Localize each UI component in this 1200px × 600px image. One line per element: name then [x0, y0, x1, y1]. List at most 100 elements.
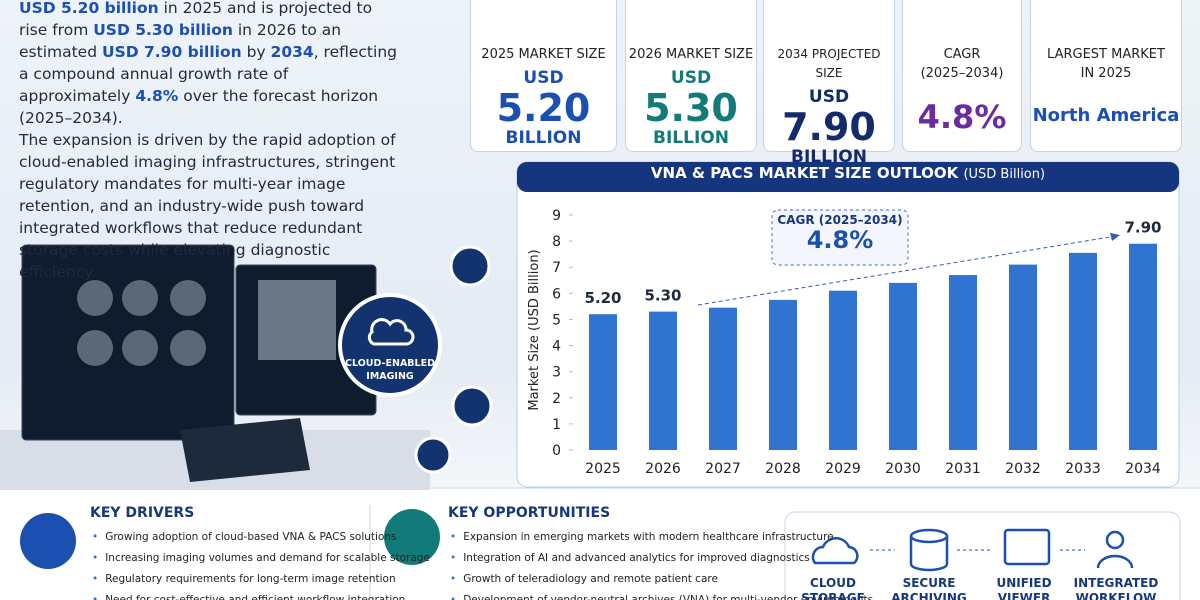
y-tick-label: 0 [552, 443, 561, 459]
drivers-list: Growing adoption of cloud-based VNA & PA… [92, 527, 430, 600]
x-tick-label: 2026 [645, 461, 681, 477]
side-icons [414, 245, 493, 474]
x-tick-label: 2032 [1005, 461, 1041, 477]
bar [1129, 243, 1157, 450]
y-tick-label: 6 [552, 286, 561, 302]
highlight: 4.8% [135, 87, 179, 105]
list-item: Need for cost-effective and efficient wo… [92, 590, 430, 600]
stat-label: 2025 MARKET SIZE [481, 47, 606, 62]
arrow-head [1110, 233, 1120, 241]
step-label: ARCHIVING [891, 591, 967, 600]
section-title: KEY DRIVERS [90, 505, 195, 521]
bar [709, 307, 737, 450]
data-label: 7.90 [1124, 219, 1161, 237]
stat-unit: USD [670, 68, 712, 88]
stat-suffix: BILLION [791, 147, 867, 167]
tablet [180, 418, 310, 482]
x-tick-label: 2034 [1125, 461, 1161, 477]
stat-value: North America [1032, 105, 1180, 126]
stat-value: 4.8% [917, 98, 1007, 136]
data-label: 5.30 [644, 287, 681, 305]
data-label: 5.20 [584, 289, 621, 307]
step-label: WORKFLOW [1075, 591, 1157, 600]
trend-arrow [697, 235, 1117, 306]
bar [769, 299, 797, 450]
opportunities-list: Expansion in emerging markets with moder… [450, 527, 873, 600]
bar [829, 290, 857, 450]
stat-label: 2026 MARKET SIZE [628, 47, 754, 62]
workflow-step: UNIFIED VIEWER [969, 576, 1079, 600]
workflow-step: CLOUD STORAGE [778, 576, 888, 600]
x-tick-label: 2031 [945, 461, 981, 477]
list-item: Increasing imaging volumes and demand fo… [92, 548, 430, 569]
list-item: Growth of teleradiology and remote patie… [450, 569, 873, 590]
stat-label: LARGEST MARKET [1047, 47, 1165, 62]
stat-unit: USD [808, 87, 850, 107]
stat-card: LARGEST MARKET IN 2025 North America [1030, 0, 1182, 152]
stat-card: CAGR (2025–2034) 4.8% [902, 0, 1022, 152]
chart-title-band [517, 162, 1179, 192]
cagr-box [771, 209, 909, 266]
text: in 2025 and is projected to rise from [19, 0, 373, 39]
chart-subtitle: (USD Billion) [963, 167, 1045, 182]
y-tick-label: 8 [552, 234, 561, 250]
bar [589, 314, 617, 450]
section-title: KEY OPPORTUNITIES [448, 505, 611, 521]
intro: USD 5.20 billion in 2025 and is projecte… [19, 0, 399, 283]
text: by [241, 43, 271, 61]
x-tick-label: 2033 [1065, 461, 1101, 477]
stat-label: 2034 PROJECTED SIZE [777, 47, 881, 80]
step-label: VIEWER [997, 591, 1051, 600]
intro-paragraph: USD 5.20 billion in 2025 and is projecte… [19, 0, 399, 129]
list-item: Expansion in emerging markets with moder… [450, 527, 873, 548]
title-text: VNA & PACS MARKET SIZE OUTLOOK [651, 164, 960, 182]
text: in 2026 to an estimated [19, 21, 342, 61]
highlight: USD 5.30 billion [93, 21, 233, 39]
y-tick-label: 1 [552, 417, 561, 433]
bar [889, 282, 917, 450]
highlight: 2034 [270, 43, 314, 61]
xray [258, 280, 336, 360]
x-tick-label: 2028 [765, 461, 801, 477]
stat-label: CAGR [943, 47, 981, 62]
text: over the forecast horizon (2025–2034). [19, 87, 379, 127]
annotation-title: CAGR (2025–2034) [777, 213, 902, 227]
list-item: Growing adoption of cloud-based VNA & PA… [92, 527, 430, 548]
highlight: USD 7.90 billion [101, 43, 242, 61]
badge-label: CLOUD-ENABLED IMAGING [345, 358, 435, 382]
x-tick-label: 2025 [585, 461, 621, 477]
step-label: UNIFIED [996, 576, 1052, 590]
y-tick-label: 2 [552, 391, 561, 407]
y-tick-label: 5 [552, 312, 561, 328]
stat-card: 2034 PROJECTED SIZE USD 7.90 BILLION [763, 0, 895, 167]
bar [949, 275, 977, 450]
bar [649, 311, 677, 450]
text: , reflecting a compound annual growth ra… [19, 43, 397, 105]
x-tick-label: 2027 [705, 461, 741, 477]
stat-suffix: BILLION [653, 128, 729, 148]
bar [1009, 264, 1037, 450]
list-item: Regulatory requirements for long-term im… [92, 569, 430, 590]
scans [77, 280, 206, 366]
annotation-value: 4.8% [807, 226, 874, 254]
y-tick-label: 7 [552, 260, 561, 276]
intro-paragraph: The expansion is driven by the rapid ado… [19, 131, 396, 281]
list-item: Integration of AI and advanced analytics… [450, 548, 873, 569]
y-tick-label: 3 [552, 365, 561, 381]
y-tick-label: 4 [552, 339, 561, 355]
stat-sublabel: (2025–2034) [920, 66, 1004, 81]
y-tick-label: 9 [552, 208, 561, 224]
stat-value: 5.30 [644, 86, 738, 130]
stat-sublabel: IN 2025 [1080, 66, 1132, 81]
x-tick-label: 2029 [825, 461, 861, 477]
list-item: Development of vendor-neutral archives (… [450, 590, 873, 600]
stat-card: 2026 MARKET SIZE USD 5.30 BILLION [625, 0, 757, 152]
stat-value: 7.90 [782, 105, 876, 149]
x-tick-label: 2030 [885, 461, 921, 477]
stat-unit: USD [523, 68, 564, 88]
workflow-step: INTEGRATED WORKFLOW [1061, 576, 1171, 600]
stat-suffix: BILLION [505, 128, 582, 148]
step-label: CLOUD [810, 576, 856, 590]
workflow-step: SECURE ARCHIVING [874, 576, 984, 600]
